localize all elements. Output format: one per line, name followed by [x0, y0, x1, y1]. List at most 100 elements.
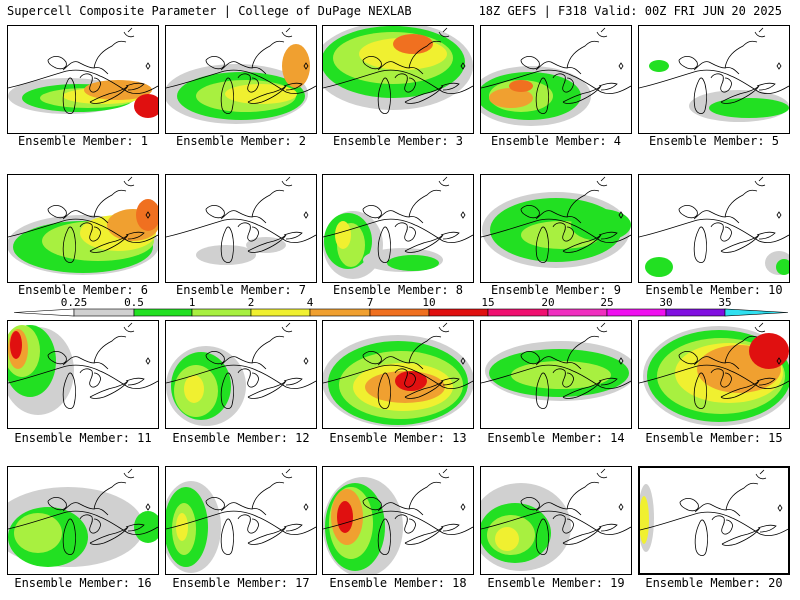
ensemble-member-label: Ensemble Member: 10 — [645, 283, 783, 297]
coastline — [323, 510, 473, 535]
coastline — [438, 322, 450, 333]
coastline — [535, 372, 549, 409]
ensemble-member-map[interactable] — [480, 25, 632, 134]
ensemble-member-map[interactable] — [638, 320, 790, 429]
ensemble-member-map[interactable] — [165, 466, 317, 575]
colorbar-segment — [133, 308, 193, 317]
coastline — [125, 231, 145, 240]
coastline — [438, 176, 450, 187]
coastline — [440, 82, 460, 91]
coastline — [251, 481, 285, 510]
ensemble-member-map[interactable] — [165, 320, 317, 429]
scp-shading-area — [134, 94, 158, 118]
coastline — [247, 234, 287, 253]
coastline — [757, 524, 777, 533]
color-scale-legend: 0.25 0.5 1 2 4 7 10 15 20 25 30 35 — [14, 296, 788, 320]
scp-shading-area — [176, 513, 188, 541]
coastline — [220, 61, 267, 75]
coastline — [79, 368, 101, 388]
coastline — [438, 27, 450, 38]
coastline — [481, 364, 631, 389]
ensemble-member-map[interactable] — [7, 25, 159, 134]
coastline — [596, 176, 608, 187]
coastline — [166, 218, 316, 243]
coastline — [303, 503, 309, 511]
colorbar-tick-label: 1 — [189, 296, 196, 309]
coastline — [755, 469, 767, 480]
coastline — [323, 364, 473, 389]
ensemble-member-map[interactable] — [322, 25, 474, 134]
coastline — [440, 231, 460, 240]
coastline — [237, 73, 259, 93]
coastline — [460, 62, 466, 70]
coastline — [693, 226, 707, 263]
coastline — [247, 85, 287, 104]
ensemble-member-label: Ensemble Member: 15 — [645, 431, 783, 445]
ensemble-member-map[interactable] — [480, 174, 632, 283]
ensemble-member-map[interactable] — [7, 174, 159, 283]
coastline — [562, 85, 602, 104]
coastline — [694, 519, 708, 556]
ensemble-member-map[interactable] — [638, 466, 790, 575]
ensemble-member-map[interactable] — [322, 466, 474, 575]
coastline — [125, 377, 145, 386]
coastline — [776, 211, 782, 219]
coastline — [89, 234, 129, 253]
coastline — [776, 62, 782, 70]
coastline — [710, 222, 732, 242]
scp-shading-area — [649, 60, 669, 72]
colorbar-tick-label: 4 — [307, 296, 314, 309]
colorbar-tick-label: 0.25 — [61, 296, 88, 309]
scp-shading-area — [640, 496, 649, 544]
ensemble-member-map[interactable] — [638, 25, 790, 134]
coastline — [618, 211, 624, 219]
scp-field-map — [166, 27, 316, 124]
ensemble-member-map[interactable] — [165, 25, 317, 134]
ensemble-member-map[interactable] — [165, 174, 317, 283]
coastline — [639, 218, 789, 243]
coastline — [460, 211, 466, 219]
coastline — [220, 226, 234, 263]
ensemble-member-label: Ensemble Member: 19 — [487, 576, 625, 590]
scp-shading-area — [511, 361, 611, 389]
coastline — [394, 514, 416, 534]
coastline — [566, 481, 600, 510]
ensemble-member-map[interactable] — [480, 320, 632, 429]
coastline — [535, 61, 582, 75]
coastline — [166, 364, 316, 389]
scp-shading-area — [14, 513, 62, 553]
coastline — [776, 357, 782, 365]
coastline — [481, 510, 631, 535]
coastline — [89, 526, 129, 545]
scp-field-map — [481, 322, 631, 409]
coastline — [62, 226, 76, 263]
coastline — [93, 189, 127, 218]
coastline — [596, 468, 608, 479]
coastline — [552, 73, 574, 93]
coastline — [693, 61, 740, 75]
coastline — [205, 56, 225, 70]
ensemble-member-map[interactable] — [7, 466, 159, 575]
ensemble-member-label: Ensemble Member: 17 — [172, 576, 310, 590]
colorbar-segment — [250, 308, 311, 317]
scp-shading-area — [645, 257, 673, 277]
ensemble-member-map[interactable] — [480, 466, 632, 575]
coastline — [237, 368, 259, 388]
coastline — [93, 481, 127, 510]
colorbar-segment — [487, 308, 549, 317]
coastline — [166, 510, 316, 535]
coastline — [460, 503, 466, 511]
coastline — [166, 69, 316, 94]
coastline — [377, 372, 391, 409]
coastline — [145, 357, 151, 365]
ensemble-member-map[interactable] — [322, 320, 474, 429]
coastline — [125, 82, 145, 91]
ensemble-member-label: Ensemble Member: 18 — [329, 576, 467, 590]
ensemble-member-map[interactable] — [322, 174, 474, 283]
coastline — [404, 526, 444, 545]
ensemble-member-map[interactable] — [7, 320, 159, 429]
coastline — [756, 377, 776, 386]
coastline — [62, 210, 109, 224]
coastline — [520, 351, 540, 365]
ensemble-member-map[interactable] — [638, 174, 790, 283]
